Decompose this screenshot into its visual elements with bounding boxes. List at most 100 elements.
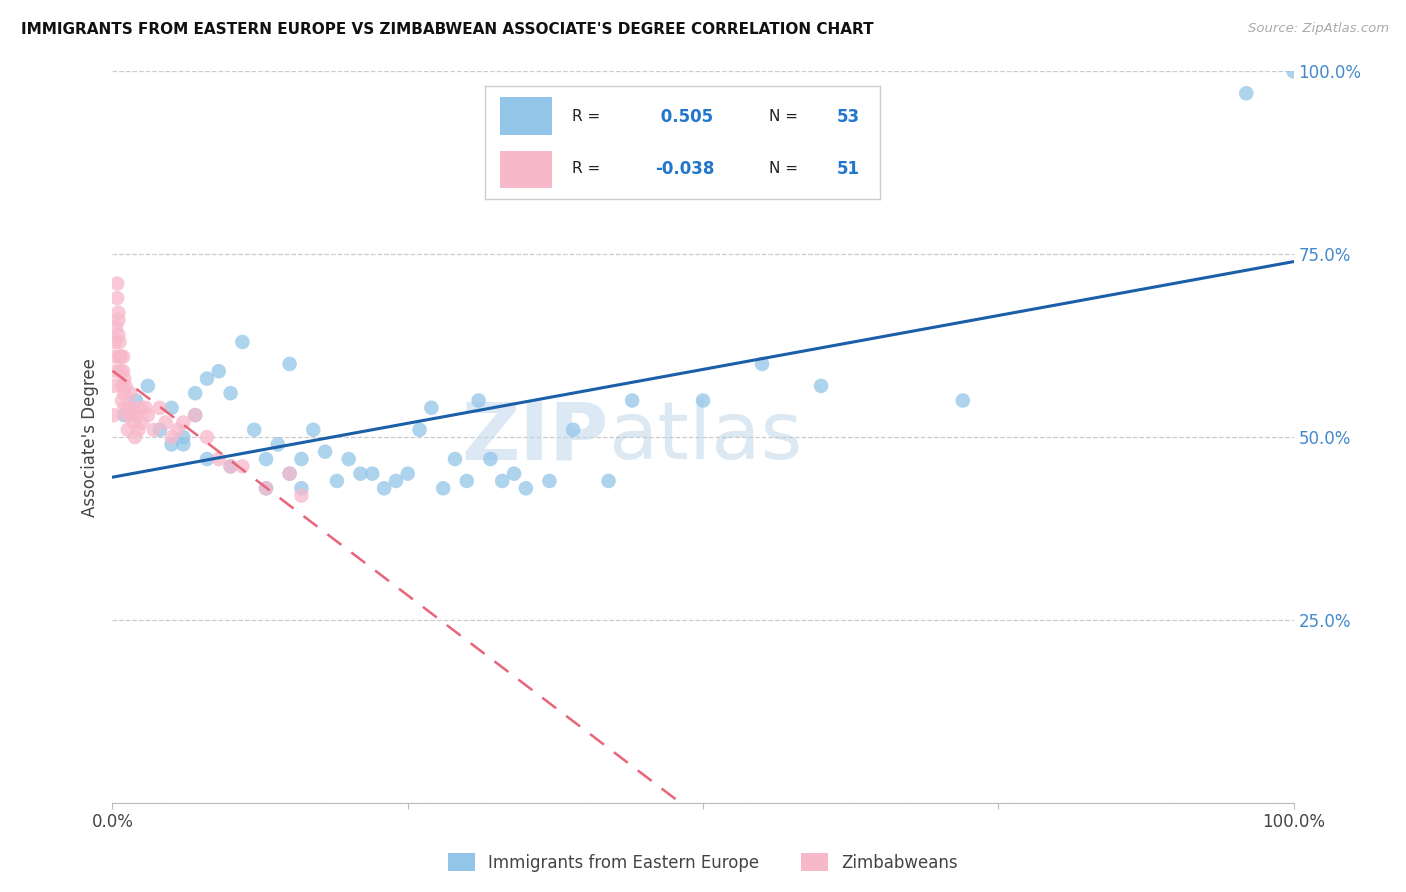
Point [314,444,336,458]
Point [420,401,443,415]
Point [107,313,129,327]
Point [503,467,526,481]
Point [290,489,312,503]
Point [385,474,408,488]
Point [621,393,644,408]
Text: Source: ZipAtlas.com: Source: ZipAtlas.com [1249,22,1389,36]
Point [491,474,513,488]
Point [432,481,454,495]
Point [103,379,125,393]
Point [195,452,218,467]
Point [231,334,253,349]
Point [105,320,128,334]
Point [408,423,430,437]
Point [278,467,301,481]
Point [135,401,157,415]
Point [326,474,349,488]
Point [810,379,832,393]
Point [184,408,207,422]
Point [172,416,194,430]
Point [278,467,301,481]
Point [290,481,312,495]
Point [131,416,153,430]
Point [361,467,384,481]
Point [456,474,478,488]
Point [467,393,489,408]
Point [108,350,131,364]
Point [114,379,136,393]
Point [142,423,165,437]
Text: atlas: atlas [609,398,803,476]
Point [136,408,159,422]
Point [396,467,419,481]
Point [208,364,231,378]
Point [952,393,974,408]
Point [117,423,139,437]
Point [444,452,467,467]
Point [219,386,242,401]
Y-axis label: Associate's Degree: Associate's Degree [82,358,100,516]
Point [115,408,138,422]
Point [598,474,620,488]
Point [160,401,183,415]
Text: ZIP: ZIP [461,398,609,476]
Point [120,408,142,422]
Point [105,277,128,291]
Point [127,423,149,437]
Point [107,306,129,320]
Point [1234,87,1257,101]
Point [231,459,253,474]
Point [149,401,172,415]
Point [112,371,135,385]
Point [112,350,135,364]
Point [692,393,714,408]
Point [302,423,325,437]
Legend: Immigrants from Eastern Europe, Zimbabweans: Immigrants from Eastern Europe, Zimbabwe… [441,847,965,879]
Point [108,334,131,349]
Point [112,386,135,401]
Point [243,423,266,437]
Point [219,459,242,474]
Point [751,357,773,371]
Point [103,408,125,422]
Point [118,401,141,415]
Point [290,452,312,467]
Point [349,467,371,481]
Point [195,430,218,444]
Point [112,364,135,378]
Point [278,357,301,371]
Point [155,416,177,430]
Point [104,334,127,349]
Point [121,401,143,415]
Point [515,481,537,495]
Point [112,401,135,415]
Point [110,364,132,378]
Point [172,437,194,451]
Point [166,423,188,437]
Point [160,430,183,444]
Point [105,364,128,378]
Point [184,386,207,401]
Point [110,350,132,364]
Point [105,291,128,305]
Point [195,371,218,385]
Point [254,481,277,495]
Point [562,423,585,437]
Point [112,408,135,422]
Point [125,408,148,422]
Point [172,430,194,444]
Point [219,459,242,474]
Point [136,379,159,393]
Point [538,474,561,488]
Point [1282,64,1305,78]
Point [125,393,148,408]
Point [104,350,127,364]
Point [129,401,152,415]
Point [479,452,502,467]
Point [124,430,146,444]
Point [149,423,172,437]
Point [107,327,129,342]
Point [122,416,145,430]
Point [254,452,277,467]
Point [111,393,134,408]
